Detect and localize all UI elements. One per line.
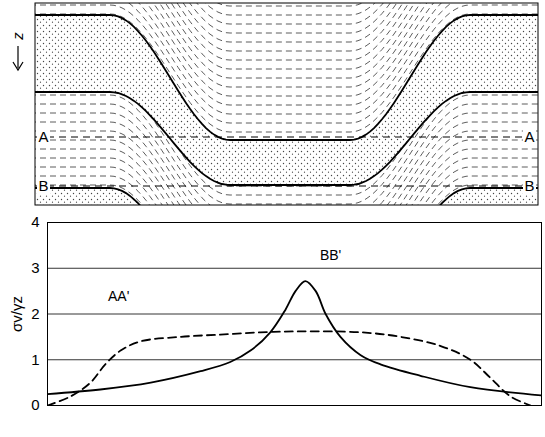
svg-text:B: B (524, 177, 534, 194)
svg-text:3: 3 (31, 259, 39, 276)
svg-text:B: B (38, 177, 48, 194)
svg-text:4: 4 (31, 213, 39, 230)
svg-text:z: z (9, 32, 26, 41)
svg-text:1: 1 (31, 351, 39, 368)
svg-text:AA': AA' (108, 288, 129, 304)
svg-text:2: 2 (31, 305, 39, 322)
svg-text:A: A (38, 128, 48, 145)
svg-text:BB': BB' (320, 247, 341, 263)
svg-text:A: A (524, 128, 534, 145)
svg-text:σv/γz: σv/γz (8, 296, 25, 332)
svg-text:0: 0 (31, 396, 39, 413)
